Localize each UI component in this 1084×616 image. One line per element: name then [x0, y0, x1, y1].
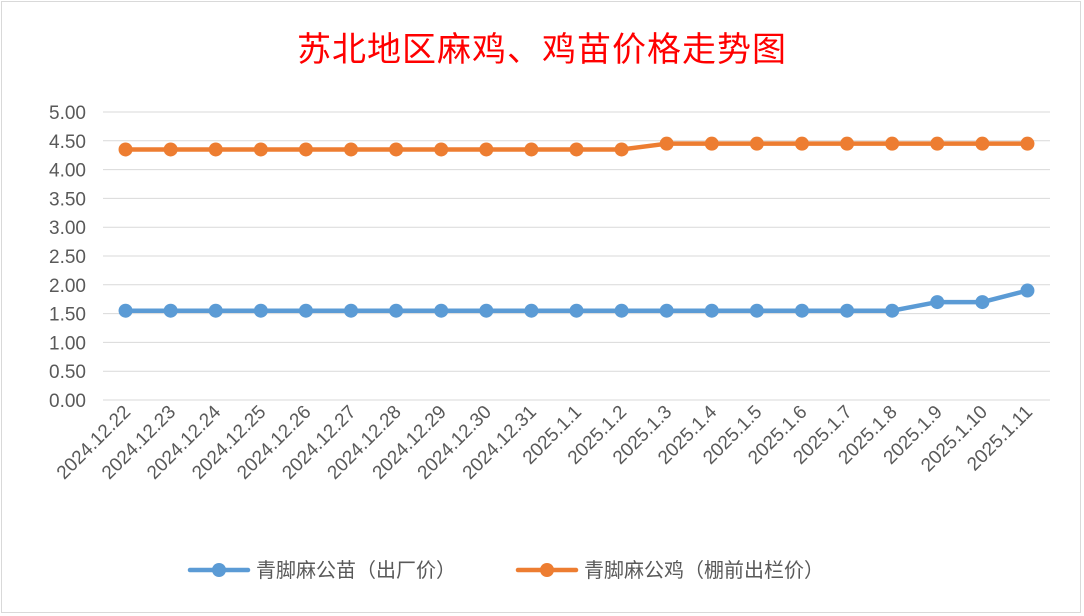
- data-point: [298, 142, 313, 157]
- data-point: [344, 303, 359, 318]
- legend-marker: [540, 563, 554, 577]
- data-point: [704, 136, 719, 151]
- data-point: [885, 303, 900, 318]
- data-point: [434, 142, 449, 157]
- data-point: [840, 303, 855, 318]
- data-point: [885, 136, 900, 151]
- data-point: [749, 136, 764, 151]
- data-point: [975, 295, 990, 310]
- y-tick-label: 2.50: [49, 247, 86, 268]
- data-point: [389, 303, 404, 318]
- legend-marker: [212, 563, 226, 577]
- data-point: [253, 303, 268, 318]
- data-point: [479, 142, 494, 157]
- y-tick-label: 2.00: [49, 276, 86, 297]
- y-tick-label: 0.50: [49, 362, 86, 383]
- legend: 青脚麻公苗（出厂价） 青脚麻公鸡（棚前出栏价）: [187, 559, 824, 582]
- data-point: [749, 303, 764, 318]
- data-point: [930, 295, 945, 310]
- series-points: [118, 136, 1035, 318]
- data-point: [118, 303, 133, 318]
- data-point: [569, 142, 584, 157]
- data-point: [1020, 283, 1035, 298]
- chart-title: 苏北地区麻鸡、鸡苗价格走势图: [297, 30, 787, 70]
- legend-label: 青脚麻公鸡（棚前出栏价）: [584, 559, 824, 582]
- data-point: [298, 303, 313, 318]
- data-point: [524, 303, 539, 318]
- legend-item-1: 青脚麻公苗（出厂价）: [187, 559, 456, 582]
- data-point: [975, 136, 990, 151]
- data-point: [659, 303, 674, 318]
- data-point: [840, 136, 855, 151]
- data-point: [344, 142, 359, 157]
- y-tick-label: 3.00: [49, 218, 86, 239]
- data-point: [434, 303, 449, 318]
- data-point: [794, 303, 809, 318]
- data-point: [930, 136, 945, 151]
- y-tick-label: 4.50: [49, 132, 86, 153]
- data-point: [614, 303, 629, 318]
- data-point: [163, 142, 178, 157]
- data-point: [794, 136, 809, 151]
- y-tick-label: 1.00: [49, 333, 86, 354]
- data-point: [1020, 136, 1035, 151]
- data-point: [569, 303, 584, 318]
- y-tick-label: 3.50: [49, 189, 86, 210]
- data-point: [704, 303, 719, 318]
- legend-item-2: 青脚麻公鸡（棚前出栏价）: [515, 559, 824, 582]
- legend-label: 青脚麻公苗（出厂价）: [256, 559, 456, 582]
- x-axis-labels: 2024.12.222024.12.232024.12.242024.12.25…: [53, 401, 1037, 483]
- y-tick-label: 5.00: [49, 103, 86, 124]
- data-point: [524, 142, 539, 157]
- data-point: [208, 142, 223, 157]
- data-point: [118, 142, 133, 157]
- y-tick-label: 0.00: [49, 391, 86, 412]
- data-point: [614, 142, 629, 157]
- data-point: [659, 136, 674, 151]
- data-point: [163, 303, 178, 318]
- data-point: [253, 142, 268, 157]
- y-axis-labels: 0.00 0.50 1.00 1.50 2.00 2.50 3.00 3.50 4.00 4.50…: [49, 103, 86, 412]
- data-point: [208, 303, 223, 318]
- y-tick-label: 4.00: [49, 161, 86, 182]
- data-point: [479, 303, 494, 318]
- y-tick-label: 1.50: [49, 305, 86, 326]
- data-point: [389, 142, 404, 157]
